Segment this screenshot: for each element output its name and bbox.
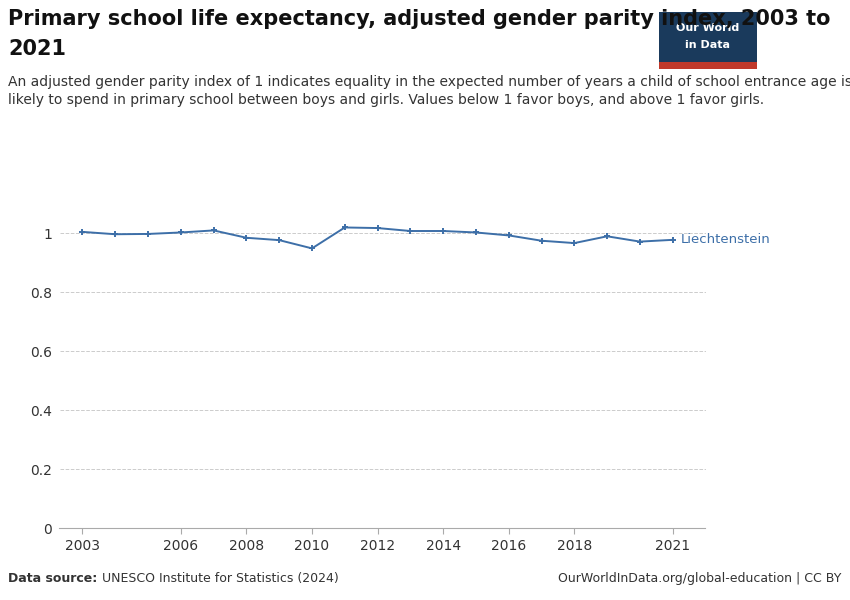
Text: An adjusted gender parity index of 1 indicates equality in the expected number o: An adjusted gender parity index of 1 ind… bbox=[8, 75, 850, 107]
Text: 2021: 2021 bbox=[8, 39, 66, 59]
Text: Our World: Our World bbox=[676, 23, 740, 33]
Bar bbox=[659, 62, 756, 69]
Text: Primary school life expectancy, adjusted gender parity index, 2003 to: Primary school life expectancy, adjusted… bbox=[8, 9, 831, 29]
Text: Liechtenstein: Liechtenstein bbox=[681, 233, 771, 247]
Text: in Data: in Data bbox=[685, 40, 730, 50]
Text: UNESCO Institute for Statistics (2024): UNESCO Institute for Statistics (2024) bbox=[98, 572, 338, 585]
FancyBboxPatch shape bbox=[659, 12, 756, 69]
Text: OurWorldInData.org/global-education | CC BY: OurWorldInData.org/global-education | CC… bbox=[558, 572, 842, 585]
Text: Data source:: Data source: bbox=[8, 572, 98, 585]
